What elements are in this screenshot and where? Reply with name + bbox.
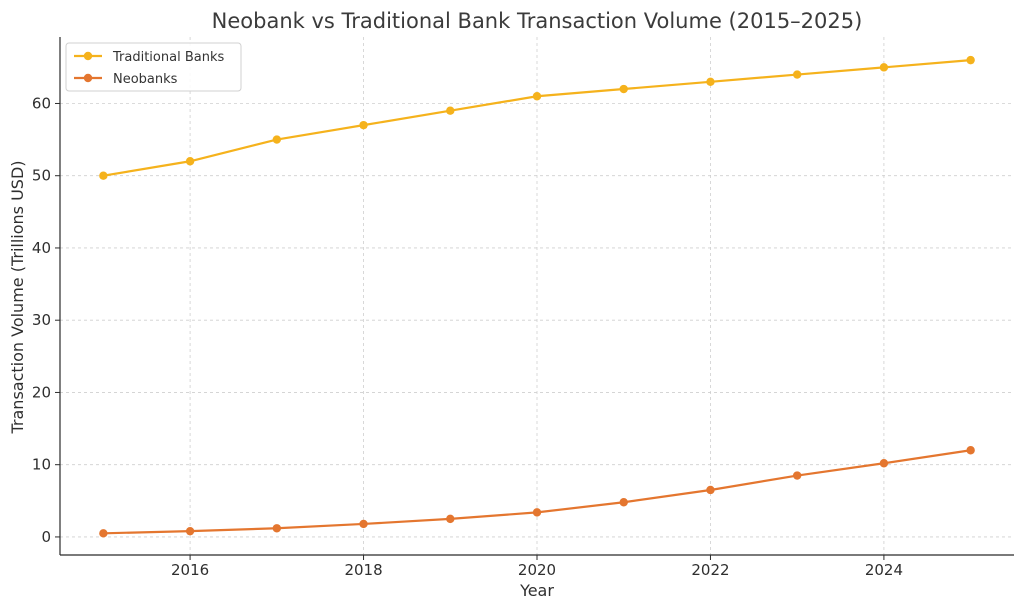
data-point-traditional-banks — [879, 63, 889, 72]
legend-entry-neobanks: Neobanks — [74, 72, 178, 87]
x-axis: 2016 2018 2020 2022 2024 — [60, 554, 1014, 579]
series-line-neobanks — [103, 449, 971, 535]
data-point-neobanks — [185, 526, 195, 536]
data-point-traditional-banks — [966, 55, 975, 65]
legend-box — [65, 42, 242, 92]
data-point-neobanks — [792, 471, 802, 480]
data-point-traditional-banks — [792, 70, 802, 79]
series-neobanks — [99, 446, 975, 538]
data-point-neobanks — [446, 514, 455, 524]
data-point-neobanks — [966, 446, 975, 455]
series-layer — [99, 55, 975, 538]
y-tick-label: 60 — [32, 94, 51, 112]
y-tick-label: 40 — [32, 239, 51, 257]
x-axis-label: Year — [519, 581, 554, 600]
series-traditional-banks — [99, 55, 975, 180]
legend-swatch-marker — [83, 51, 93, 61]
y-tick-label: 30 — [32, 311, 51, 329]
x-tick-label: 2022 — [691, 561, 729, 579]
data-point-neobanks — [272, 524, 282, 533]
data-point-traditional-banks — [272, 135, 282, 144]
y-tick-label: 0 — [41, 528, 51, 546]
y-tick-label: 50 — [32, 167, 51, 185]
data-point-neobanks — [879, 459, 889, 468]
y-axis: 0 10 20 30 40 50 60 — [32, 37, 61, 555]
x-tick-label: 2020 — [518, 561, 556, 579]
grid-lines — [60, 37, 1014, 555]
data-point-neobanks — [99, 529, 108, 538]
chart-title: Neobank vs Traditional Bank Transaction … — [212, 9, 863, 33]
data-point-traditional-banks — [185, 157, 195, 166]
data-point-neobanks — [532, 508, 542, 517]
legend-swatch-marker — [83, 73, 93, 83]
data-point-traditional-banks — [446, 106, 455, 115]
x-tick-label: 2018 — [344, 561, 382, 579]
data-point-traditional-banks — [99, 171, 108, 180]
legend-label: Traditional Banks — [112, 50, 224, 65]
y-tick-label: 10 — [32, 456, 51, 474]
data-point-neobanks — [706, 485, 715, 495]
legend-label: Neobanks — [113, 72, 178, 87]
data-point-neobanks — [359, 519, 368, 529]
y-tick-label: 20 — [32, 383, 51, 401]
legend-entry-traditional-banks: Traditional Banks — [74, 50, 224, 65]
data-point-traditional-banks — [619, 84, 628, 94]
legend: Traditional Banks Neobanks — [65, 42, 242, 92]
y-axis-label: Transaction Volume (Trillions USD) — [8, 160, 27, 434]
data-point-neobanks — [619, 498, 628, 507]
data-point-traditional-banks — [359, 120, 368, 130]
x-tick-label: 2024 — [865, 561, 903, 579]
x-tick-label: 2016 — [171, 561, 209, 579]
data-point-traditional-banks — [532, 92, 542, 101]
data-point-traditional-banks — [706, 77, 715, 86]
